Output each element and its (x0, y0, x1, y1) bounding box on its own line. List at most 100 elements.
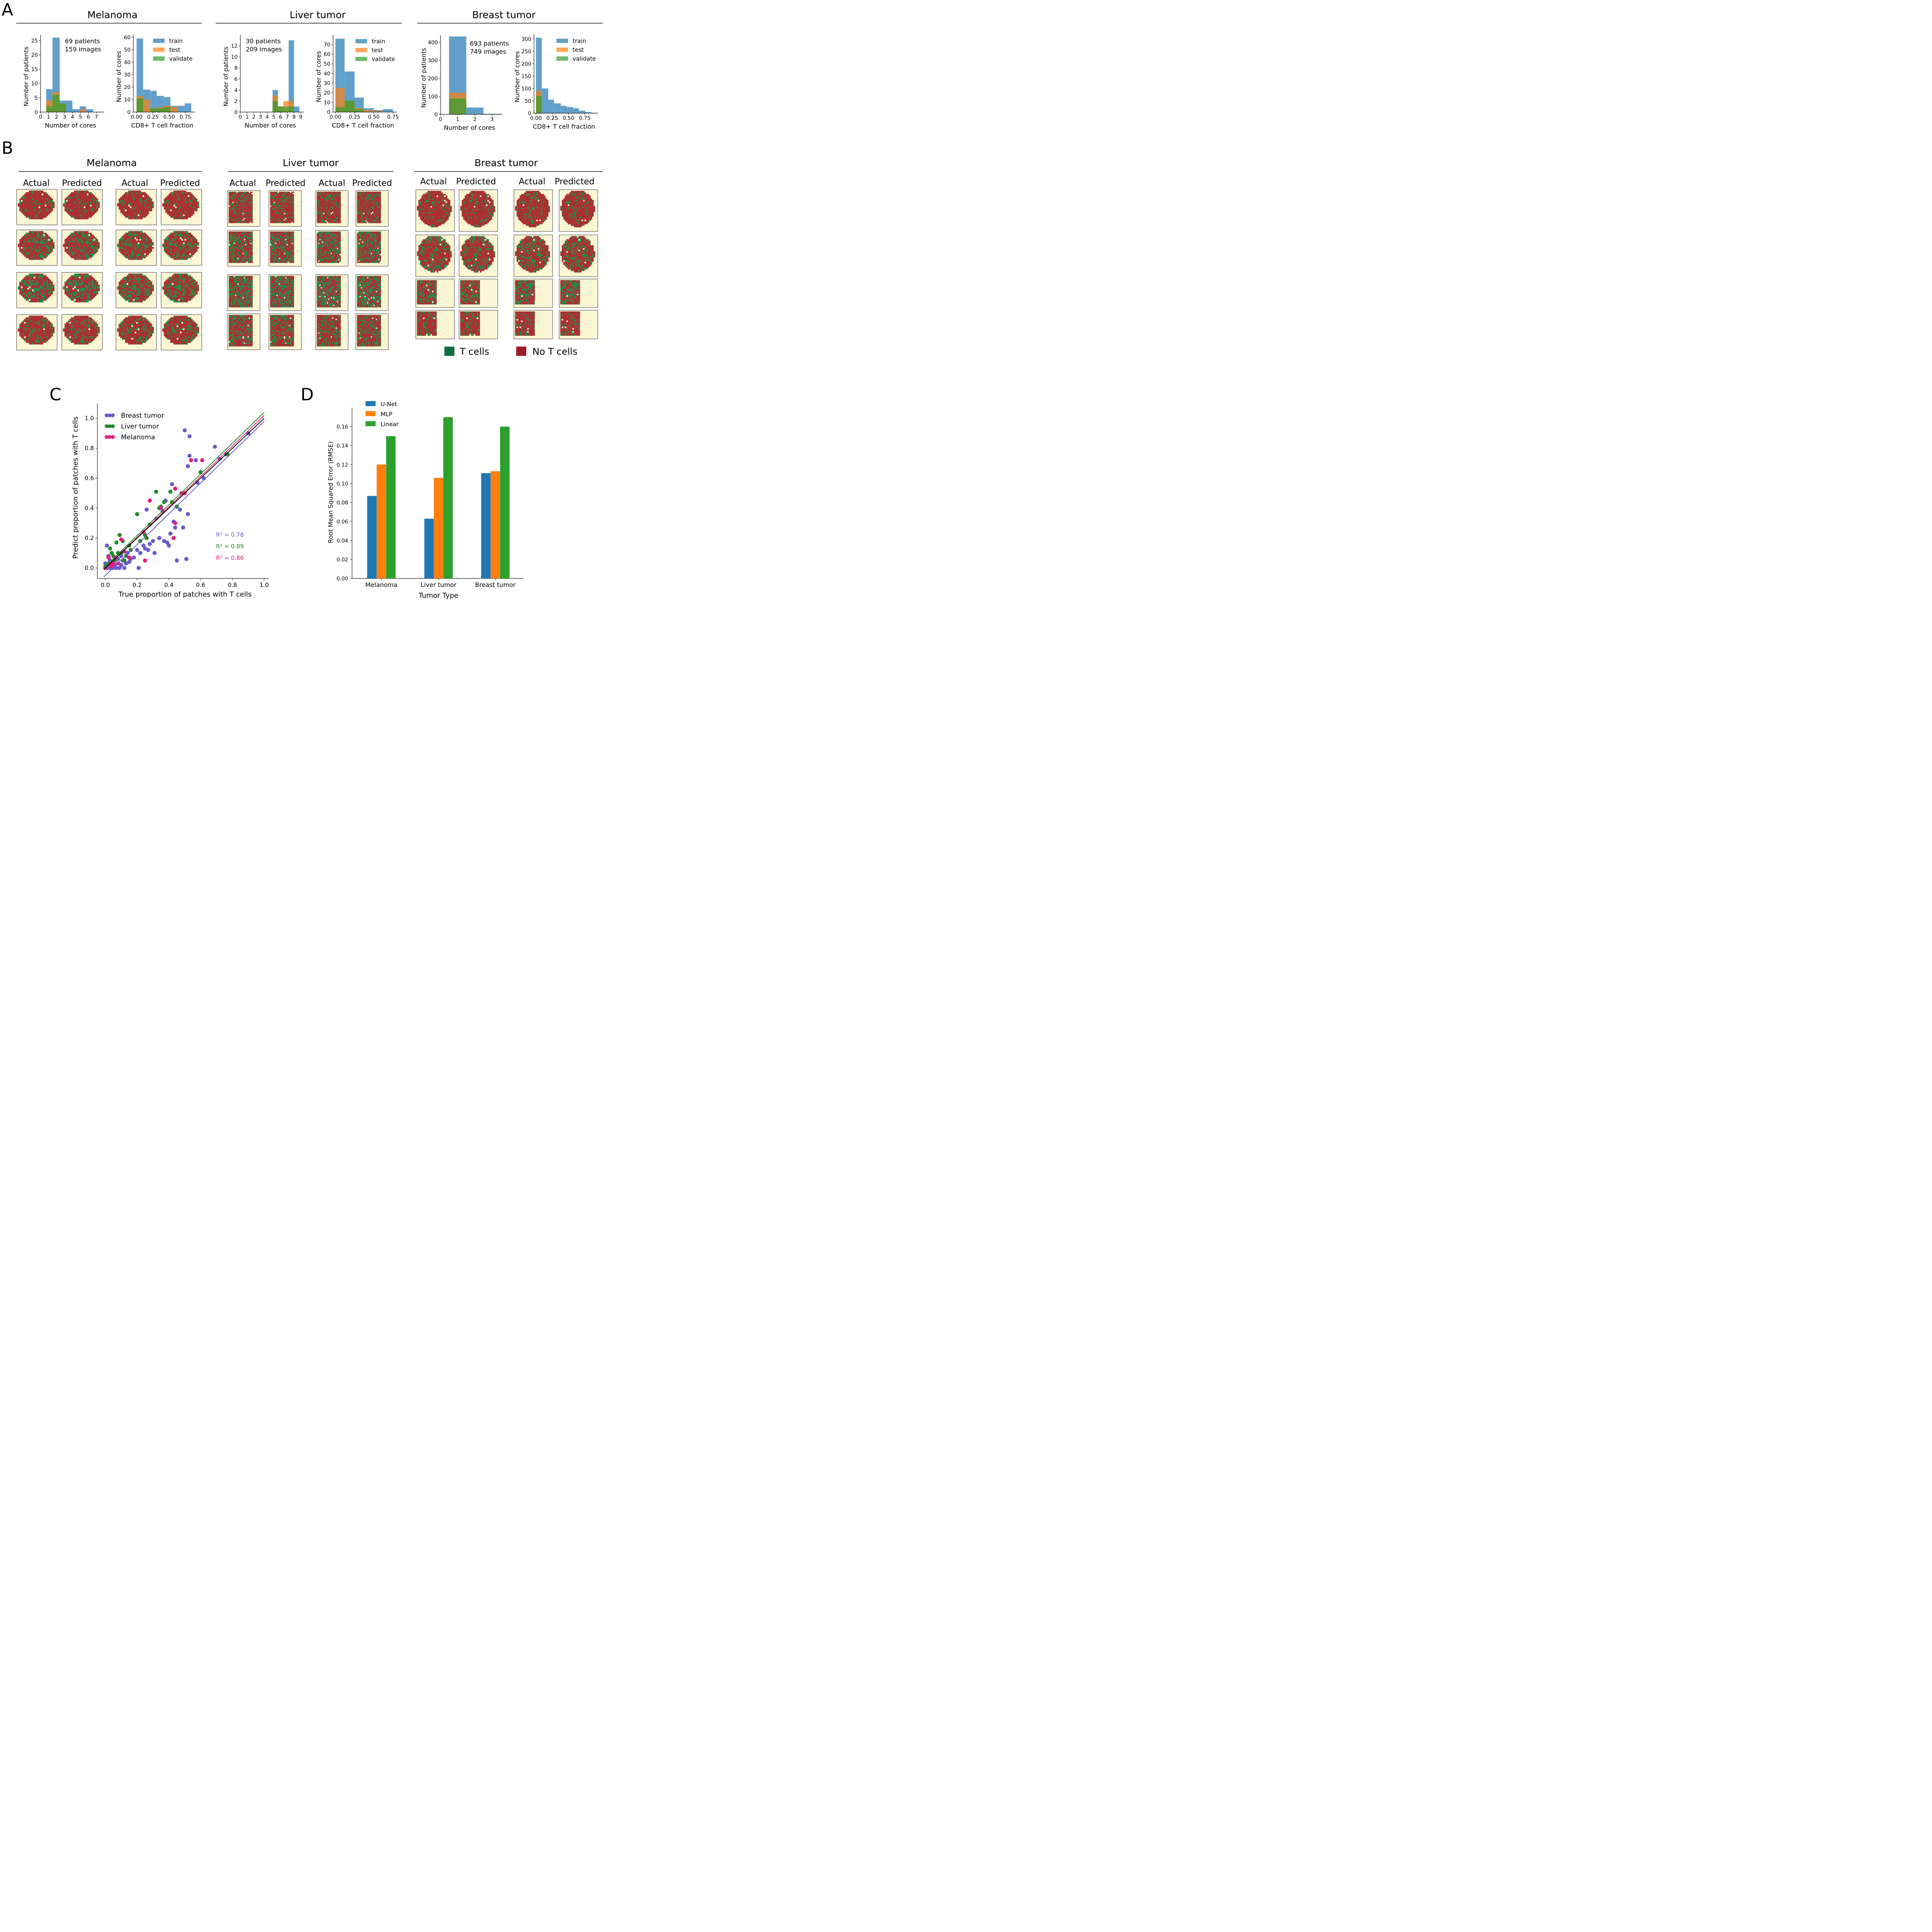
patch-cell (40, 317, 42, 319)
patch-cell (27, 250, 29, 252)
patch-cell (90, 325, 92, 327)
patch-cell (79, 195, 81, 197)
patch-cell (194, 280, 196, 282)
patch-cell (177, 281, 179, 284)
patch-cell (92, 194, 94, 196)
patch-cell (46, 239, 48, 241)
patch-cell (177, 236, 179, 238)
patch-cell (139, 244, 141, 246)
patch-cell (69, 252, 71, 254)
patch-cell (177, 255, 179, 257)
patch-cell (45, 234, 47, 236)
patch-cell (130, 258, 132, 260)
patch-cell (184, 197, 187, 199)
patch-cell (21, 198, 23, 201)
patch-cell (125, 250, 127, 252)
patch-cell (130, 203, 132, 205)
patch-cell (83, 294, 86, 296)
patch-cell (85, 281, 87, 284)
patch-cell (123, 283, 125, 285)
patch-cell (31, 335, 32, 337)
patch-cell (189, 198, 191, 201)
patch-cell (34, 301, 36, 303)
patch-cell (120, 322, 122, 324)
patch-cell (143, 277, 145, 279)
patch-cell (130, 293, 132, 294)
patch-cell (119, 205, 121, 207)
patch-cell (175, 255, 177, 257)
patch-cell (68, 335, 70, 337)
patch-cell (69, 213, 71, 215)
patch-cell (128, 198, 130, 201)
patch-cell (76, 325, 78, 327)
patch-cell (80, 280, 82, 282)
patch-cell (74, 316, 76, 318)
patch-cell (19, 289, 21, 291)
legend-swatch-test (556, 48, 568, 52)
patch-cell (35, 240, 37, 243)
patch-cell (92, 252, 94, 254)
patch-cell (128, 284, 130, 287)
tcell-map-actual (116, 230, 157, 266)
patch-cell (41, 339, 44, 342)
patch-cell (95, 211, 97, 213)
patch-cell (126, 278, 129, 280)
patch-cell (37, 252, 39, 254)
patch-cell (173, 288, 175, 290)
patch-cell (74, 332, 76, 333)
patch-cell (167, 291, 169, 293)
patch-cell (130, 198, 132, 201)
patch-cell (69, 330, 71, 332)
patch-cell (123, 194, 125, 196)
patch-cell (191, 214, 193, 216)
patch-cell (183, 236, 185, 238)
patch-cell (35, 206, 37, 208)
patch-cell (79, 258, 81, 260)
patch-cell (31, 218, 32, 219)
patch-cell (133, 197, 135, 199)
patch-cell (46, 336, 48, 338)
patch-cell (24, 211, 26, 213)
patch-cell (177, 248, 179, 250)
patch-cell (26, 257, 28, 259)
patch-cell (69, 293, 71, 294)
patch-cell (71, 339, 73, 342)
patch-cell (126, 237, 129, 239)
patch-cell (72, 280, 75, 282)
patch-cell (53, 288, 55, 290)
patch-cell (38, 319, 41, 321)
x-tick-label: 0.00 (131, 114, 142, 120)
patch-cell (43, 280, 45, 282)
patch-cell (143, 280, 145, 282)
patch-cell (83, 236, 86, 238)
patch-cell (43, 257, 45, 259)
patch-cell (76, 328, 78, 330)
hist-bar-train (177, 105, 185, 112)
patch-cell (144, 200, 146, 202)
patch-cell (177, 274, 179, 276)
patch-cell (126, 291, 129, 293)
patch-cell (139, 284, 141, 287)
patch-cell (178, 211, 180, 213)
patch-cell (35, 277, 37, 279)
patch-cell (22, 286, 24, 288)
patch-cell (82, 330, 84, 332)
patch-cell (79, 252, 81, 254)
patch-cell (34, 317, 36, 319)
patch-cell (196, 284, 198, 287)
patch-cell (181, 286, 183, 288)
patch-cell (128, 211, 130, 213)
patch-cell (76, 247, 78, 249)
patch-cell (21, 208, 23, 210)
patch-cell (53, 205, 55, 207)
patch-cell (72, 203, 75, 205)
patch-cell (167, 294, 169, 296)
patch-cell (74, 239, 76, 241)
patch-cell (76, 252, 78, 254)
patch-cell (188, 252, 190, 254)
patch-cell (143, 239, 145, 241)
patch-cell (31, 291, 32, 293)
patch-cell (82, 197, 84, 199)
patch-cell (24, 197, 26, 199)
patch-cell (126, 250, 129, 252)
